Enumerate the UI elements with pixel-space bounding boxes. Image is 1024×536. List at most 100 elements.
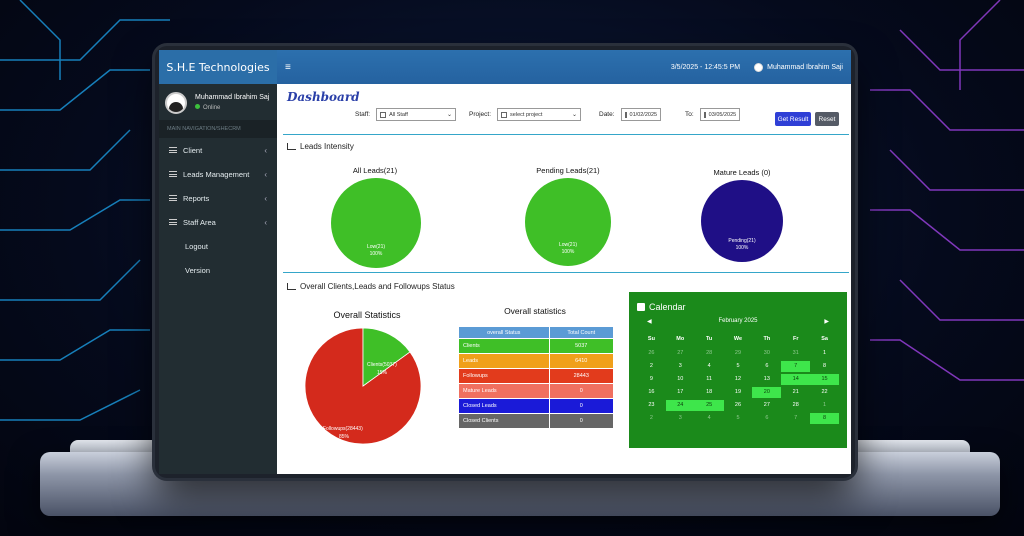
user-status: Online [203, 105, 221, 111]
table-header: Total Count [548, 326, 615, 339]
get-result-button[interactable]: Get Result [775, 112, 811, 126]
nav-header: MAIN NAVIGATION/SHECRM [159, 120, 277, 138]
sidebar-item-leads-management[interactable]: Leads Management ‹ [159, 162, 277, 186]
calendar-day[interactable]: 8 [810, 413, 839, 424]
calendar-day[interactable]: 3 [678, 363, 682, 369]
overall-statistics-pie: Clients(5037) 15% Followups(28443) 85% [304, 327, 422, 445]
next-month-icon[interactable]: ▶ [824, 319, 829, 325]
sidebar-item-reports[interactable]: Reports ‹ [159, 186, 277, 210]
chart-pct: 100% [735, 245, 749, 251]
calendar-day[interactable]: 27 [677, 350, 684, 356]
sidebar-item-version[interactable]: Version [185, 265, 211, 275]
all-leads-chart: Low(21) 100% [331, 178, 421, 268]
staff-select[interactable]: All Staff ⌄ [376, 108, 457, 121]
menu-toggle-icon[interactable]: ≡ [285, 61, 291, 73]
chart-label: Low(21) [558, 242, 578, 248]
row-count: 0 [548, 413, 615, 429]
date-to-input[interactable]: 03/05/2025 [699, 108, 740, 121]
weekday-header: Tu [705, 336, 713, 342]
calendar-day[interactable]: 6 [765, 363, 769, 369]
page-title: Dashboard [287, 90, 360, 104]
calendar-day[interactable]: 9 [649, 376, 653, 382]
calendar-day[interactable]: 2 [649, 415, 653, 421]
table-row: Closed Clients 0 [458, 413, 615, 429]
calendar-day[interactable]: 30 [763, 350, 770, 356]
list-icon [169, 147, 177, 153]
list-icon [169, 219, 177, 225]
date-filter: Date: 01/02/2025 [599, 108, 661, 121]
chevron-left-icon: ‹ [264, 145, 267, 155]
weekday-header: Sa [821, 336, 828, 342]
main-content: ≡ 3/5/2025 - 12:45:5 PM Muhammad Ibrahim… [277, 50, 851, 474]
date-to-value: 03/05/2025 [708, 111, 737, 118]
calendar-day[interactable]: 19 [734, 389, 742, 395]
chevron-left-icon: ‹ [264, 217, 267, 227]
project-label: Project: [469, 111, 492, 118]
calendar-day[interactable]: 11 [706, 376, 712, 382]
user-name: Muhammad Ibrahim Saj [195, 94, 270, 101]
calendar-day[interactable]: 14 [781, 374, 811, 385]
chevron-down-icon: ⌄ [572, 112, 578, 118]
chevron-left-icon: ‹ [264, 193, 267, 203]
calendar-day[interactable]: 6 [765, 415, 769, 421]
weekday-header: Su [647, 336, 655, 342]
calendar-day[interactable]: 3 [678, 415, 682, 421]
online-dot-icon [195, 104, 200, 109]
calendar-day[interactable]: 26 [734, 402, 742, 408]
calendar-day[interactable]: 16 [648, 389, 655, 395]
pie-pct-followups: 85% [339, 434, 350, 440]
calendar-day[interactable]: 13 [763, 376, 770, 382]
sidebar-item-label: Staff Area [183, 217, 216, 227]
calendar-day[interactable]: 28 [792, 402, 799, 408]
calendar-day[interactable]: 20 [752, 387, 782, 398]
calendar-day[interactable]: 12 [734, 376, 742, 382]
calendar-day[interactable]: 26 [648, 350, 655, 356]
chevron-down-icon: ⌄ [447, 112, 453, 118]
prev-month-icon[interactable]: ◀ [647, 319, 652, 325]
sidebar-item-logout[interactable]: Logout [185, 241, 208, 251]
calendar-day[interactable]: 29 [734, 350, 742, 356]
calendar-day[interactable]: 25 [694, 400, 724, 411]
calendar-day[interactable]: 21 [792, 389, 799, 395]
project-select[interactable]: select project ⌄ [497, 108, 582, 121]
calendar-icon [637, 303, 645, 311]
datetime: 3/5/2025 - 12:45:5 PM [670, 63, 741, 71]
divider [283, 134, 849, 135]
calendar-day[interactable]: 7 [781, 361, 811, 372]
calendar-day[interactable]: 7 [794, 415, 798, 421]
topbar-user-name: Muhammad Ibrahim Saji [767, 63, 843, 71]
calendar-day[interactable]: 5 [736, 415, 740, 421]
calendar-day[interactable]: 24 [665, 400, 695, 411]
calendar-icon [624, 111, 627, 118]
calendar-day[interactable]: 4 [707, 415, 711, 421]
project-select-value: select project [510, 111, 543, 118]
weekday-header: Th [763, 336, 771, 342]
calendar-day[interactable]: 28 [706, 350, 713, 356]
calendar-day[interactable]: 10 [677, 376, 684, 382]
calendar-day[interactable]: 23 [648, 402, 655, 408]
reset-button[interactable]: Reset [815, 112, 839, 126]
calendar-day[interactable]: 22 [821, 389, 828, 395]
sidebar-item-staff-area[interactable]: Staff Area ‹ [159, 210, 277, 234]
pie-title: Overall Statistics [333, 310, 401, 320]
row-count: 6410 [548, 353, 615, 369]
calendar-day[interactable]: 27 [763, 402, 770, 408]
sidebar-item-client[interactable]: Client ‹ [159, 138, 277, 162]
list-icon [169, 171, 177, 177]
stats-table: overall Status Total Count Clients 5037 Le… [458, 326, 615, 429]
date-from-input[interactable]: 01/02/2025 [620, 108, 661, 121]
calendar-day[interactable]: 2 [649, 363, 653, 369]
calendar-day[interactable]: 15 [810, 374, 839, 385]
to-label: To: [685, 111, 694, 118]
calendar-day[interactable]: 17 [677, 389, 684, 395]
calendar-widget: Calendar ◀ February 2025 ▶ Su Mo Tu We Th Fr S… [629, 292, 847, 448]
topbar-user-menu[interactable]: Muhammad Ibrahim Saji [754, 62, 843, 72]
brand-title[interactable]: S.H.E Technologies [159, 50, 277, 84]
calendar-day[interactable]: 1 [823, 350, 827, 356]
calendar-day[interactable]: 8 [823, 363, 827, 369]
calendar-day[interactable]: 1 [823, 402, 827, 408]
calendar-day[interactable]: 5 [736, 363, 740, 369]
calendar-day[interactable]: 31 [792, 350, 799, 356]
calendar-day[interactable]: 18 [706, 389, 713, 395]
calendar-day[interactable]: 4 [707, 363, 711, 369]
